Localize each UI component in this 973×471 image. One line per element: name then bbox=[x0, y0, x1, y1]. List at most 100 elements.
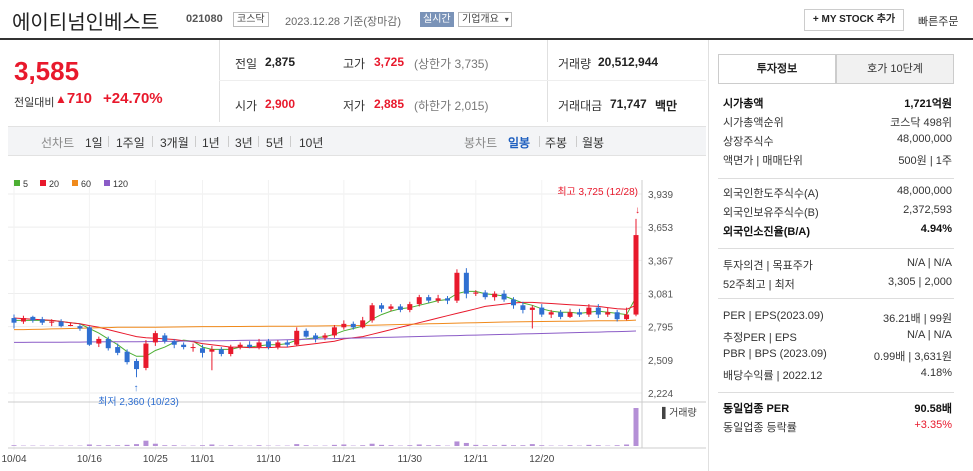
x-tick-label: 11/30 bbox=[398, 454, 423, 465]
line-chart-button[interactable]: 선차트 bbox=[41, 136, 75, 150]
info-label: 시가총액 bbox=[723, 98, 764, 110]
volume-bar bbox=[614, 445, 620, 446]
candle-body bbox=[520, 305, 526, 310]
info-label: 52주최고 | 최저 bbox=[723, 279, 795, 291]
tab-order-book[interactable]: 호가 10단계 bbox=[836, 54, 954, 84]
panel-divider bbox=[708, 40, 709, 471]
candle-body bbox=[313, 335, 319, 339]
period-tab[interactable]: 1년 bbox=[202, 136, 220, 150]
volume-bar bbox=[595, 445, 601, 446]
candle-body bbox=[350, 323, 356, 328]
legend-swatch bbox=[14, 180, 20, 186]
info-value: 코스닥 498위 bbox=[890, 117, 952, 129]
info-value: N/A | N/A bbox=[906, 257, 952, 269]
period-tab[interactable]: 1주일 bbox=[116, 136, 145, 150]
x-tick-label: 12/11 bbox=[464, 454, 489, 465]
period-tab[interactable]: 3개월 bbox=[160, 136, 189, 150]
candle-body bbox=[605, 312, 611, 315]
info-label: 외국인보유주식수(B) bbox=[723, 207, 819, 219]
info-label: PBR | BPS (2023.09) bbox=[723, 348, 827, 360]
candle-body bbox=[58, 321, 64, 327]
volume-bar bbox=[463, 442, 469, 446]
candle-body bbox=[426, 297, 432, 301]
separator bbox=[539, 136, 540, 147]
daily-candle-tab[interactable]: 일봉 bbox=[508, 136, 531, 150]
company-info-label: 기업개요 bbox=[462, 14, 499, 25]
x-tick-label: 10/04 bbox=[1, 454, 26, 465]
high-value: 3,725 bbox=[374, 55, 405, 69]
info-label: 동일업종 등락률 bbox=[723, 422, 797, 434]
section-divider bbox=[718, 298, 954, 299]
candle-body bbox=[30, 316, 36, 321]
period-bar bbox=[8, 126, 706, 156]
candle-body bbox=[369, 305, 375, 321]
candle-body bbox=[152, 333, 158, 343]
separator bbox=[576, 136, 577, 147]
info-value: 48,000,000 bbox=[896, 185, 952, 197]
legend-swatch bbox=[104, 180, 110, 186]
volume-bar bbox=[124, 444, 130, 446]
prev-close-label: 전일 bbox=[235, 57, 258, 71]
period-tab[interactable]: 1일 bbox=[85, 136, 103, 150]
price-chart[interactable]: 3,939 3,653 3,367 3,081 2,795 2,509 2,224 10/04… bbox=[0, 170, 706, 471]
x-tick-label: 10/16 bbox=[77, 454, 102, 465]
y-tick-label: 2,795 bbox=[648, 323, 673, 334]
x-tick-label: 10/25 bbox=[143, 454, 168, 465]
y-tick-label: 3,367 bbox=[648, 256, 673, 267]
candle-body bbox=[360, 320, 366, 328]
x-tick-label: 11/21 bbox=[332, 454, 357, 465]
info-value: 4.18% bbox=[920, 367, 952, 379]
weekly-candle-tab[interactable]: 주봉 bbox=[545, 136, 568, 150]
candle-chart-button[interactable]: 봉차트 bbox=[464, 136, 498, 150]
candle-body bbox=[463, 272, 469, 294]
volume-bar bbox=[162, 445, 168, 446]
low-value: 2,885 bbox=[374, 97, 405, 111]
period-tab[interactable]: 10년 bbox=[299, 136, 324, 150]
company-info-dropdown[interactable]: 기업개요 ▾ bbox=[458, 12, 512, 27]
info-value: 500원 | 1주 bbox=[898, 155, 952, 167]
legend-label: 5 bbox=[23, 179, 28, 189]
prev-close-value: 2,875 bbox=[265, 55, 296, 69]
candle-body bbox=[275, 342, 281, 348]
monthly-candle-tab[interactable]: 월봉 bbox=[582, 136, 605, 150]
volume-bar bbox=[379, 444, 385, 446]
separator bbox=[228, 136, 229, 147]
candle-body bbox=[586, 307, 592, 315]
candle-body bbox=[548, 312, 554, 315]
volume-bar bbox=[134, 444, 140, 446]
volume-value: 20,512,944 bbox=[598, 55, 659, 69]
realtime-button[interactable]: 실시간 bbox=[420, 12, 454, 27]
candle-body bbox=[256, 342, 262, 348]
info-label: 외국인한도주식수(A) bbox=[723, 188, 819, 200]
quick-order-link[interactable]: 빠른주문 bbox=[918, 16, 959, 28]
section-divider bbox=[718, 392, 954, 393]
candle-body bbox=[492, 293, 498, 298]
candle-body bbox=[20, 318, 26, 322]
volume-bar bbox=[426, 445, 432, 446]
tab-investment-info[interactable]: 투자정보 bbox=[718, 54, 836, 84]
volume-bar bbox=[171, 445, 177, 446]
candle-body bbox=[199, 348, 205, 353]
period-tab[interactable]: 3년 bbox=[235, 136, 253, 150]
info-value: 48,000,000 bbox=[896, 133, 952, 145]
candle-body bbox=[96, 338, 102, 344]
tab-underline bbox=[718, 83, 954, 84]
candle-body bbox=[181, 344, 187, 348]
info-label: 추정PER | EPS bbox=[723, 332, 797, 344]
info-label: 동일업종 PER bbox=[723, 403, 790, 415]
row-divider bbox=[219, 80, 706, 81]
period-tab[interactable]: 5년 bbox=[266, 136, 284, 150]
candle-body bbox=[624, 314, 630, 320]
candle-body bbox=[86, 327, 92, 345]
candle-body bbox=[407, 304, 413, 310]
candle-body bbox=[228, 347, 234, 355]
legend-label: 20 bbox=[49, 179, 59, 189]
volume-bar bbox=[341, 444, 347, 446]
volume-bar bbox=[143, 440, 149, 446]
info-label: 외국인소진율(B/A) bbox=[723, 226, 810, 238]
stock-code: 021080 bbox=[186, 13, 223, 25]
separator bbox=[195, 136, 196, 147]
add-mystock-button[interactable]: + MY STOCK 추가 bbox=[804, 9, 904, 31]
divider bbox=[219, 40, 220, 122]
candle-body bbox=[247, 344, 253, 348]
